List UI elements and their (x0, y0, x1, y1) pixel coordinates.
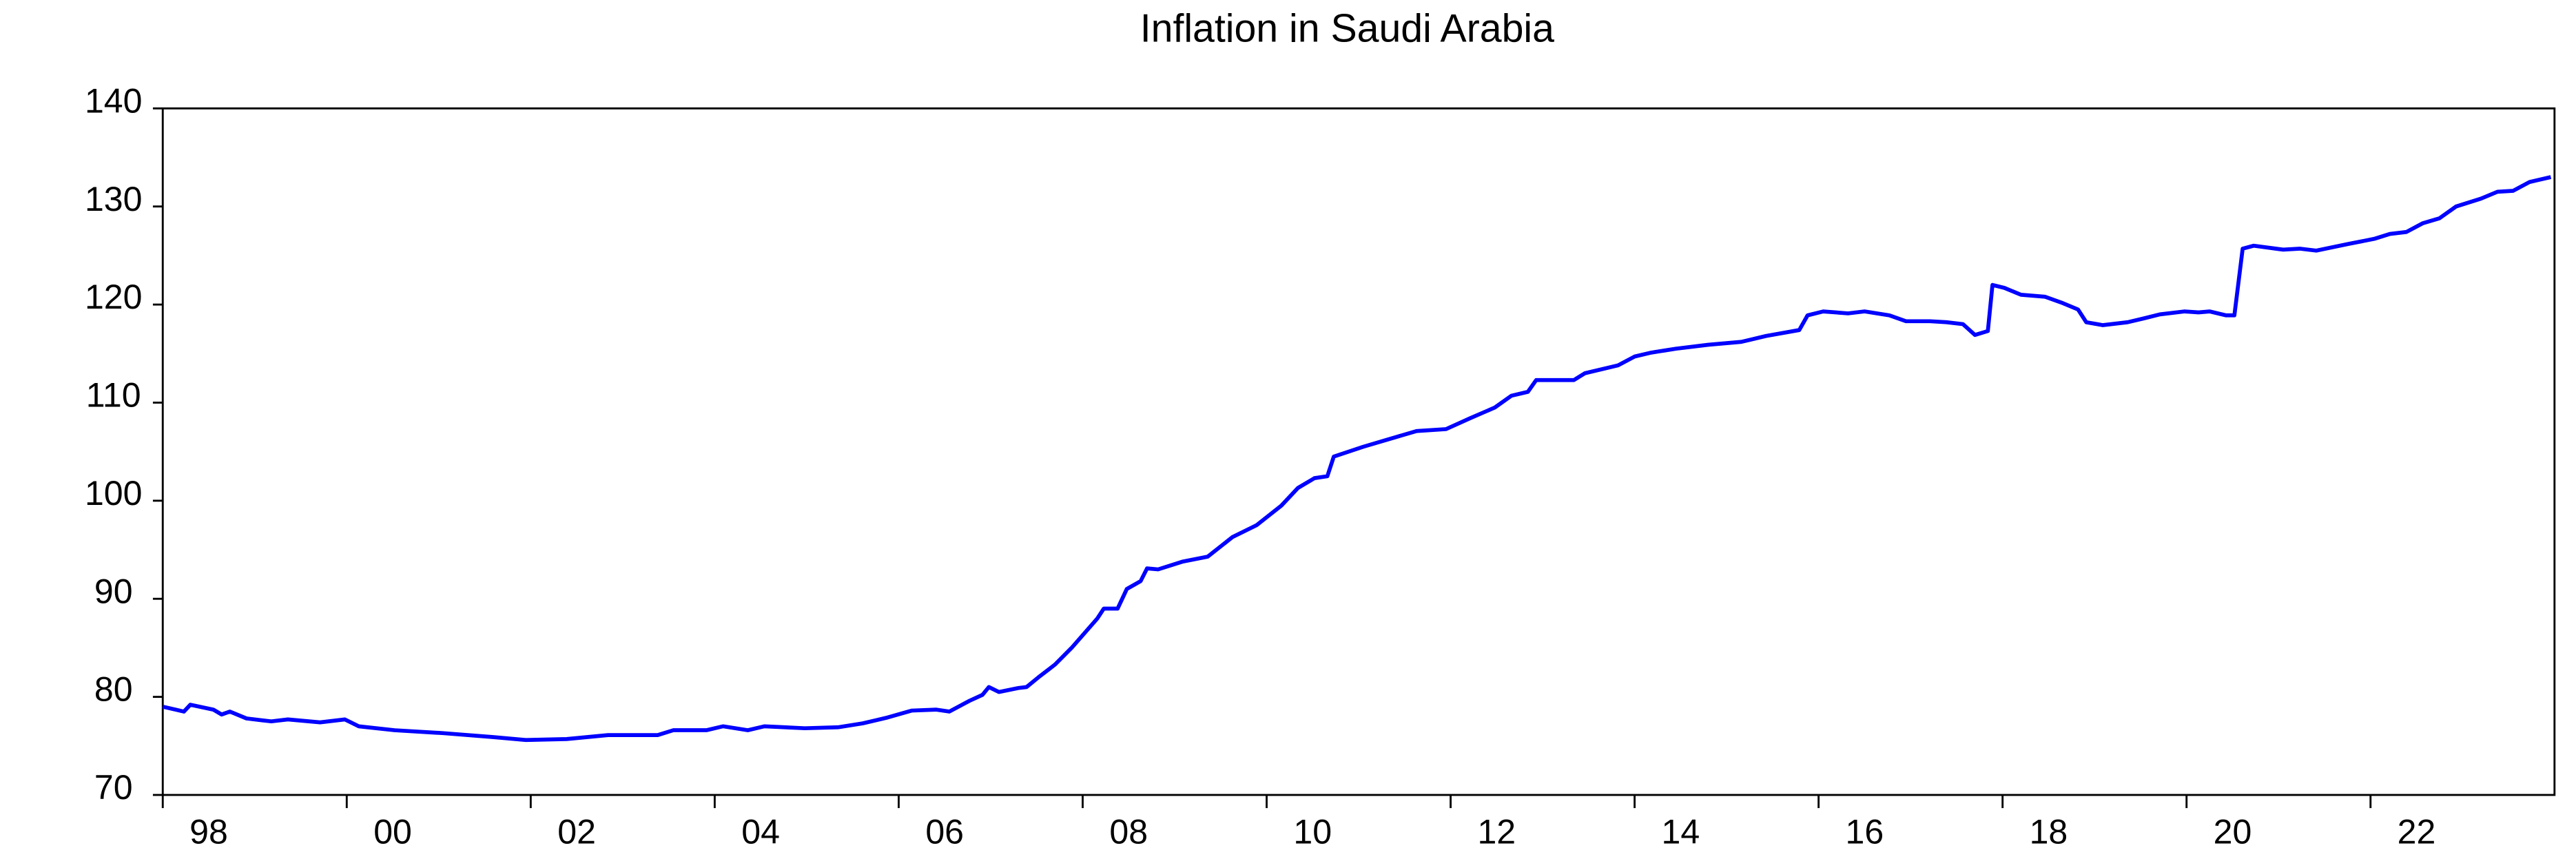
x-tick-label: 20 (2214, 812, 2252, 851)
y-tick-label: 80 (94, 670, 133, 709)
x-tick-label: 10 (1293, 812, 1332, 851)
x-tick-label: 12 (1477, 812, 1516, 851)
y-tick-label: 100 (85, 474, 143, 513)
y-tick-label: 140 (85, 81, 143, 120)
y-tick-label: 110 (86, 376, 141, 415)
chart-title: Inflation in Saudi Arabia (1140, 6, 1554, 50)
series-line (162, 175, 2552, 743)
x-tick-label: 18 (2030, 812, 2068, 851)
x-tick-label: 08 (1109, 812, 1148, 851)
y-tick-label: 70 (94, 768, 133, 807)
x-tick-label: 02 (557, 812, 596, 851)
y-tick-label: 90 (94, 572, 133, 610)
x-tick-label: 16 (1846, 812, 1884, 851)
x-tick-label: 00 (373, 812, 412, 851)
x-tick-label: 04 (741, 812, 780, 851)
x-tick-label: 22 (2398, 812, 2436, 851)
x-tick-label: 98 (189, 812, 228, 851)
y-tick-label: 130 (85, 180, 143, 218)
x-tick-label: 14 (1662, 812, 1700, 851)
plot-frame (161, 107, 2556, 796)
y-tick-label: 120 (85, 278, 143, 316)
x-tick-label: 06 (925, 812, 964, 851)
